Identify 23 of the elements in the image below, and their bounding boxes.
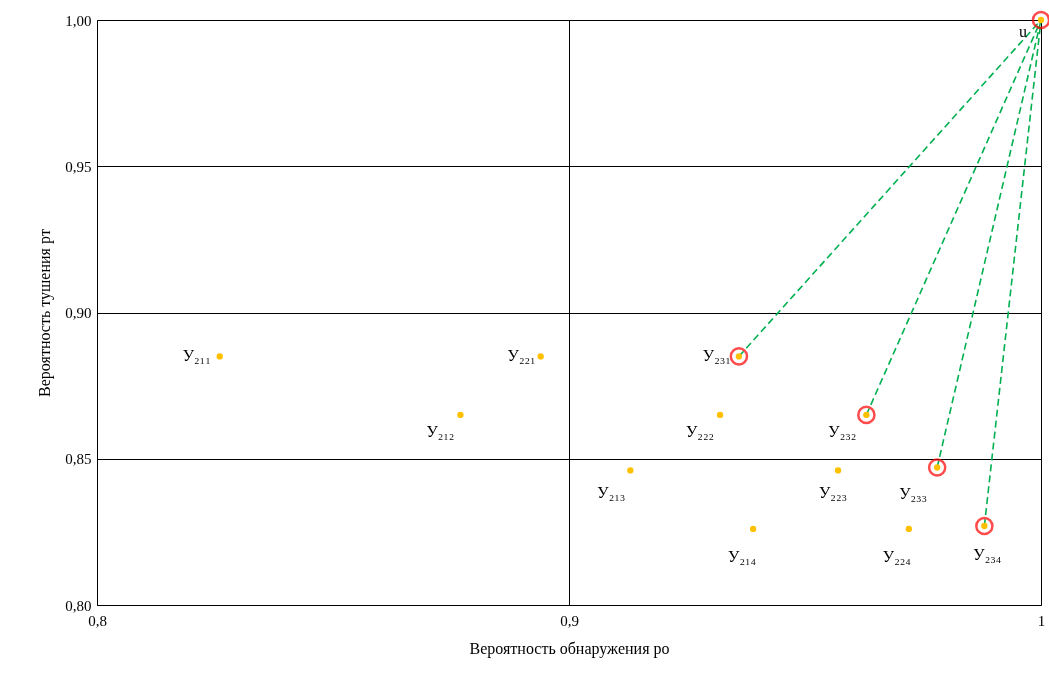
- y-tick-label: 0,85: [65, 451, 92, 468]
- annotation: У₂₁₂: [426, 422, 455, 440]
- annotation: u: [1019, 23, 1027, 40]
- annotation: У₂₃₄: [973, 546, 1002, 564]
- annotation: У₂₁₁: [182, 347, 211, 365]
- x-tick-label: 1: [1037, 612, 1046, 629]
- annotation: У₂₃₁: [702, 347, 731, 365]
- y-axis-title: Вероятность тушения pт: [36, 229, 55, 397]
- y-tick-label: 0,95: [65, 158, 92, 175]
- annotation: У₂₃₂: [828, 422, 857, 440]
- y-tick-label: 0,90: [65, 305, 92, 321]
- annotation: У₂₁₄: [728, 547, 757, 565]
- x-tick-label: 0,8: [88, 612, 107, 629]
- y-tick-label: 1,00: [65, 12, 92, 29]
- annotation: У₂₃₃: [899, 484, 928, 502]
- annotation: У₂₂₁: [507, 347, 536, 365]
- annotation: У₂₁₃: [597, 484, 626, 502]
- y-tick-label: 0,80: [65, 597, 92, 614]
- annotation: У₂₂₃: [819, 484, 848, 502]
- annotation: У₂₂₂: [685, 422, 715, 440]
- annotation: У₂₂₄: [882, 547, 912, 565]
- x-tick-label: 0,9: [560, 612, 579, 629]
- x-axis-title: Вероятность обнаружения pо: [469, 639, 670, 658]
